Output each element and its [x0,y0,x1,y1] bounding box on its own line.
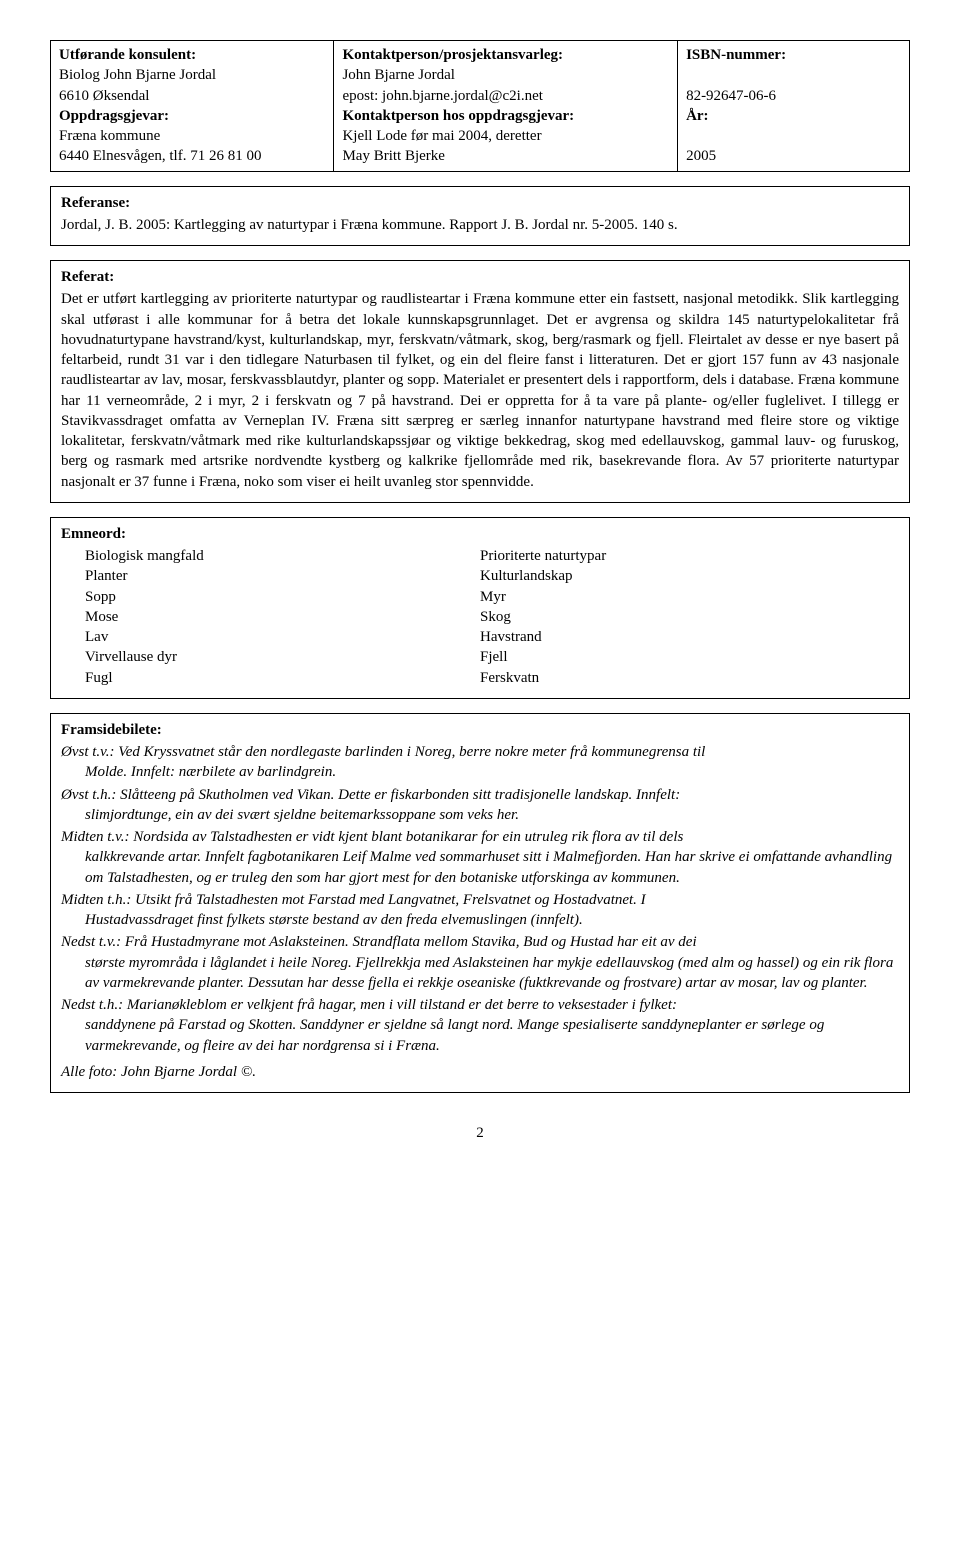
header-text: 6610 Øksendal [59,88,149,104]
framside-entry-first-line: Øvst t.h.: Slåtteeng på Skutholmen ved V… [61,785,899,805]
framside-box: Framsidebilete: Øvst t.v.: Ved Kryssvatn… [50,713,910,1093]
header-label: Utførande konsulent: [59,47,196,63]
framside-title: Framsidebilete: [61,720,899,740]
header-text: Fræna kommune [59,128,160,144]
framside-entry-label: Øvst t.h.: [61,787,116,803]
framside-entry: Nedst t.v.: Frå Hustadmyrane mot Aslakst… [61,932,899,993]
emneord-item: Planter [61,566,480,586]
header-label: Kontaktperson/prosjektansvarleg: [342,47,563,63]
framside-entry-first-text: Marianøkleblom er velkjent frå hagar, me… [123,997,677,1013]
framside-entry-first-line: Nedst t.v.: Frå Hustadmyrane mot Aslakst… [61,932,899,952]
referat-title: Referat: [61,267,899,287]
emneord-box: Emneord: Biologisk mangfald Planter Sopp… [50,517,910,699]
framside-entry-rest: kalkkrevande artar. Innfelt fagbotanikar… [61,847,899,888]
header-text: Biolog John Bjarne Jordal [59,67,216,83]
page-number: 2 [50,1123,910,1143]
emneord-item: Kulturlandskap [480,566,899,586]
framside-entry-label: Nedst t.v.: [61,934,121,950]
referanse-text: Jordal, J. B. 2005: Kartlegging av natur… [61,215,899,235]
header-label: ISBN-nummer: [686,47,786,63]
framside-entry-first-line: Nedst t.h.: Marianøkleblom er velkjent f… [61,995,899,1015]
referat-box: Referat: Det er utført kartlegging av pr… [50,260,910,503]
emneord-title: Emneord: [61,524,899,544]
emneord-item: Virvellause dyr [61,647,480,667]
emneord-item: Biologisk mangfald [61,546,480,566]
framside-entry-first-line: Midten t.v.: Nordsida av Talstadhesten e… [61,827,899,847]
framside-entry-first-line: Midten t.h.: Utsikt frå Talstadhesten mo… [61,890,899,910]
header-text: 82-92647-06-6 [686,88,776,104]
emneord-item: Ferskvatn [480,668,899,688]
framside-footer-rest: ©. [237,1064,256,1080]
framside-entry: Midten t.v.: Nordsida av Talstadhesten e… [61,827,899,888]
emneord-item: Sopp [61,587,480,607]
header-label: År: [686,108,709,124]
framside-entry-first-text: Nordsida av Talstadhesten er vidt kjent … [129,829,683,845]
framside-entry-rest: slimjordtunge, ein av dei svært sjeldne … [61,805,899,825]
emneord-item: Fugl [61,668,480,688]
referat-text: Det er utført kartlegging av prioriterte… [61,289,899,492]
header-cell-2: Kontaktperson/prosjektansvarleg: John Bj… [334,41,678,172]
emneord-item: Lav [61,627,480,647]
framside-entry-rest: største myrområda i låglandet i heile No… [61,953,899,994]
header-text: 2005 [686,148,716,164]
framside-entry: Midten t.h.: Utsikt frå Talstadhesten mo… [61,890,899,931]
framside-entry-first-line: Øvst t.v.: Ved Kryssvatnet står den nord… [61,742,899,762]
framside-entry-first-text: Frå Hustadmyrane mot Aslaksteinen. Stran… [121,934,697,950]
header-label: Kontaktperson hos oppdragsgjevar: [342,108,574,124]
framside-entry-rest: Molde. Innfelt: nærbilete av barlindgrei… [61,762,899,782]
header-text: 6440 Elnesvågen, tlf. 71 26 81 00 [59,148,261,164]
framside-footer: Alle foto: John Bjarne Jordal ©. [61,1062,899,1082]
framside-entry-label: Midten t.h.: [61,892,131,908]
emneord-item: Fjell [480,647,899,667]
referanse-box: Referanse: Jordal, J. B. 2005: Kartleggi… [50,186,910,247]
framside-entry-rest: sanddynene på Farstad og Skotten. Sanddy… [61,1015,899,1056]
header-text: Kjell Lode før mai 2004, deretter [342,128,541,144]
header-text: epost: john.bjarne.jordal@c2i.net [342,88,542,104]
framside-entry-first-text: Utsikt frå Talstadhesten mot Farstad med… [131,892,645,908]
emneord-left-col: Biologisk mangfald Planter Sopp Mose Lav… [61,546,480,688]
header-text: John Bjarne Jordal [342,67,454,83]
framside-entry: Øvst t.h.: Slåtteeng på Skutholmen ved V… [61,785,899,826]
emneord-right-col: Prioriterte naturtypar Kulturlandskap My… [480,546,899,688]
header-cell-1: Utførande konsulent: Biolog John Bjarne … [51,41,334,172]
header-table: Utførande konsulent: Biolog John Bjarne … [50,40,910,172]
framside-entry-rest: Hustadvassdraget finst fylkets største b… [61,910,899,930]
emneord-item: Havstrand [480,627,899,647]
framside-entry-label: Midten t.v.: [61,829,129,845]
emneord-item: Myr [480,587,899,607]
framside-entry: Øvst t.v.: Ved Kryssvatnet står den nord… [61,742,899,783]
emneord-item: Prioriterte naturtypar [480,546,899,566]
framside-entries: Øvst t.v.: Ved Kryssvatnet står den nord… [61,742,899,1056]
emneord-item: Mose [61,607,480,627]
framside-footer-label: Alle foto: John Bjarne Jordal [61,1064,237,1080]
header-cell-3: ISBN-nummer: 82-92647-06-6 År: 2005 [678,41,910,172]
referanse-title: Referanse: [61,193,899,213]
framside-entry-first-text: Ved Kryssvatnet står den nordlegaste bar… [114,744,705,760]
framside-entry-first-text: Slåtteeng på Skutholmen ved Vikan. Dette… [116,787,680,803]
framside-entry-label: Øvst t.v.: [61,744,114,760]
framside-entry: Nedst t.h.: Marianøkleblom er velkjent f… [61,995,899,1056]
header-text: May Britt Bjerke [342,148,444,164]
header-label: Oppdragsgjevar: [59,108,169,124]
emneord-item: Skog [480,607,899,627]
framside-entry-label: Nedst t.h.: [61,997,123,1013]
